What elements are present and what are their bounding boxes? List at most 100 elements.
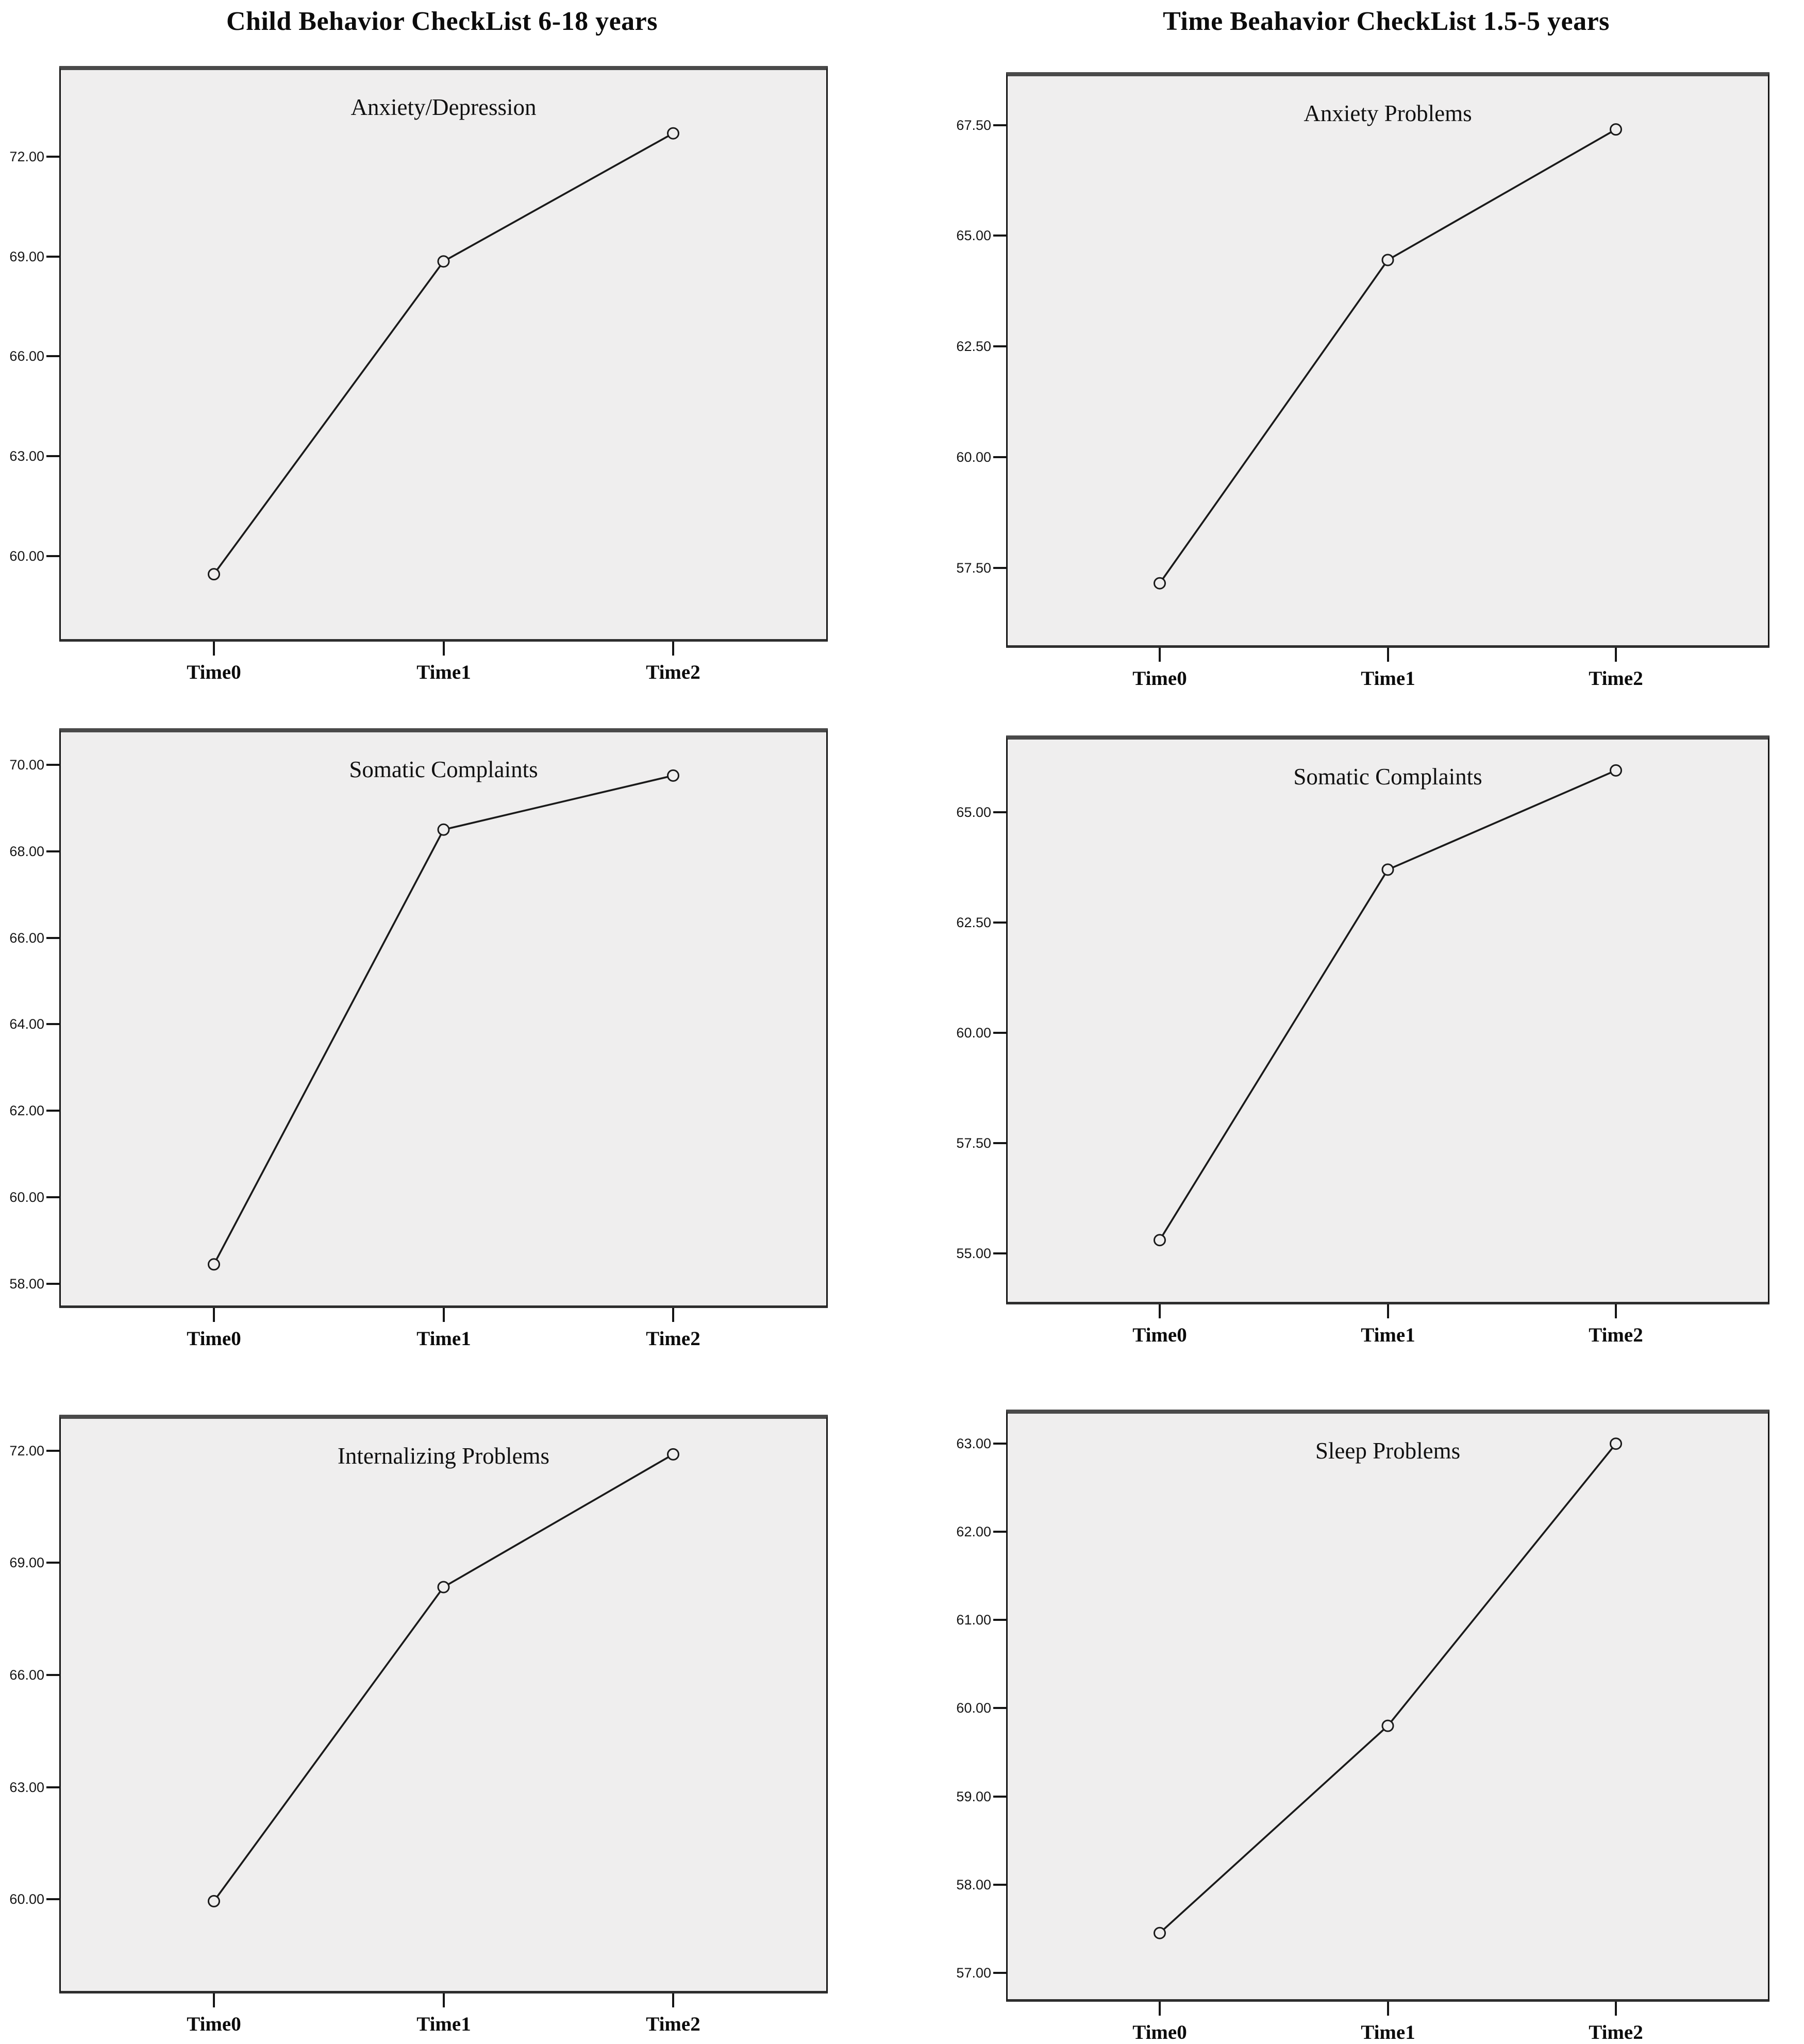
y-axis-tick xyxy=(993,1443,1006,1445)
figure-column-right: Time Beahavior CheckList 1.5-5 years Anx… xyxy=(902,0,1804,2043)
tbcl-anxiety-problems-panel: Anxiety Problems 57.50 60.00 62.50 65.00 67.5… xyxy=(956,72,1769,690)
figure-column-left: Child Behavior CheckList 6-18 years Anxi… xyxy=(0,0,902,2035)
y-axis-tick xyxy=(993,345,1006,347)
tbcl-anxiety-problems-plot-area: Anxiety Problems 57.50 60.00 62.50 65.00 67.5… xyxy=(956,72,1769,690)
y-axis-tick xyxy=(993,234,1006,237)
y-axis-tick xyxy=(46,1898,59,1900)
y-tick-label: 60.00 xyxy=(9,548,44,564)
x-axis-label: Time0 xyxy=(187,2013,241,2035)
y-tick-label: 67.50 xyxy=(956,118,991,133)
y-tick-label: 66.00 xyxy=(9,930,44,946)
data-point-marker-time1 xyxy=(1381,254,1394,266)
y-axis-tick xyxy=(993,567,1006,569)
y-tick-label: 62.50 xyxy=(956,339,991,354)
data-point-marker-time1 xyxy=(437,1581,450,1594)
x-axis-tick xyxy=(443,1308,445,1322)
x-axis-tick xyxy=(1615,1304,1617,1318)
y-tick-label: 57.00 xyxy=(956,1965,991,1981)
x-axis-label: Time1 xyxy=(416,1328,471,1350)
data-point-marker-time2 xyxy=(667,769,679,782)
y-tick-label: 72.00 xyxy=(9,1443,44,1459)
cbcl-somatic-complaints-plot-area: Somatic Complaints 58.00 60.00 62.00 64.00 66… xyxy=(9,728,828,1350)
series-line xyxy=(1159,1443,1617,1934)
x-axis-tick xyxy=(213,1308,215,1322)
x-axis-tick xyxy=(443,642,445,656)
data-point-marker-time1 xyxy=(437,823,450,836)
y-axis-tick xyxy=(46,1674,59,1676)
x-axis-tick xyxy=(443,1993,445,2007)
y-axis-tick xyxy=(46,455,59,457)
y-axis-tick xyxy=(46,1023,59,1025)
chart-title: Somatic Complaints xyxy=(1293,764,1482,790)
y-tick-label: 60.00 xyxy=(956,1025,991,1041)
y-tick-label: 66.00 xyxy=(9,1667,44,1683)
cbcl-internalizing-problems-series-svg xyxy=(208,1448,679,1907)
series-line xyxy=(213,775,674,1265)
y-tick-label: 58.00 xyxy=(9,1276,44,1292)
x-axis-label: Time1 xyxy=(1361,1324,1415,1346)
y-axis-tick xyxy=(993,1972,1006,1974)
x-axis-tick xyxy=(213,642,215,656)
y-tick-label: 62.50 xyxy=(956,915,991,930)
series-line xyxy=(213,1453,674,1902)
y-tick-label: 66.00 xyxy=(9,348,44,364)
y-axis-tick xyxy=(993,1032,1006,1034)
data-point-marker-time0 xyxy=(1154,1234,1166,1247)
y-axis-tick xyxy=(46,1562,59,1564)
x-axis-tick xyxy=(1387,1304,1389,1318)
x-axis-tick xyxy=(672,1993,674,2007)
x-axis-label: Time0 xyxy=(187,661,241,683)
y-tick-label: 65.00 xyxy=(956,805,991,820)
y-tick-label: 61.00 xyxy=(956,1612,991,1628)
cbcl-internalizing-problems-plot-area: Internalizing Problems 60.00 63.00 66.00 69.… xyxy=(9,1415,828,2035)
cbcl-anxiety-depression-panel: Anxiety/Depression 60.00 63.00 66.00 69.00 72… xyxy=(9,66,828,683)
cbcl-somatic-complaints-panel: Somatic Complaints 58.00 60.00 62.00 64.00 66… xyxy=(9,728,828,1350)
x-axis-label: Time1 xyxy=(1361,667,1415,690)
x-axis-label: Time0 xyxy=(1132,667,1187,690)
tbcl-sleep-problems-panel: Sleep Problems 57.00 58.00 59.00 60.00 61.00 6… xyxy=(956,1410,1769,2043)
y-tick-label: 62.00 xyxy=(956,1524,991,1539)
x-axis-tick xyxy=(672,1308,674,1322)
x-axis-label: Time2 xyxy=(1589,2021,1643,2043)
y-tick-label: 68.00 xyxy=(9,844,44,859)
tbcl-sleep-problems-plot-area: Sleep Problems 57.00 58.00 59.00 60.00 61.00 6… xyxy=(956,1410,1769,2043)
x-axis-tick xyxy=(1615,2002,1617,2016)
tbcl-somatic-complaints-plot-area: Somatic Complaints 55.00 57.50 60.00 62.50 65… xyxy=(956,735,1769,1346)
tbcl-sleep-problems-series-svg xyxy=(1154,1437,1622,1939)
data-point-marker-time2 xyxy=(667,1448,679,1461)
x-axis-label: Time2 xyxy=(1589,667,1643,690)
series-line xyxy=(1159,128,1616,584)
chart-title: Internalizing Problems xyxy=(337,1443,550,1469)
x-axis-label: Time2 xyxy=(646,1328,700,1350)
series-line xyxy=(1159,769,1616,1241)
y-tick-label: 63.00 xyxy=(956,1436,991,1451)
data-point-marker-time0 xyxy=(208,1258,220,1271)
y-axis-tick xyxy=(993,1142,1006,1144)
y-axis-tick xyxy=(46,1196,59,1198)
x-axis-label: Time0 xyxy=(187,1328,241,1350)
x-axis-tick xyxy=(672,642,674,656)
y-axis-tick xyxy=(46,1283,59,1285)
chart-title: Anxiety/Depression xyxy=(350,94,537,120)
x-axis-label: Time1 xyxy=(1361,2021,1415,2043)
x-axis-label: Time2 xyxy=(646,661,700,683)
x-axis-tick xyxy=(1159,1304,1161,1318)
data-point-marker-time2 xyxy=(1610,123,1622,136)
y-axis-tick xyxy=(993,124,1006,126)
data-point-marker-time0 xyxy=(1154,577,1166,590)
y-tick-label: 63.00 xyxy=(9,448,44,464)
cbcl-internalizing-problems-panel: Internalizing Problems 60.00 63.00 66.00 69.… xyxy=(9,1415,828,2035)
x-axis-label: Time1 xyxy=(416,661,471,683)
y-tick-label: 62.00 xyxy=(9,1103,44,1118)
y-axis-tick xyxy=(46,256,59,258)
y-tick-label: 64.00 xyxy=(9,1016,44,1032)
x-axis-tick xyxy=(1387,648,1389,662)
cbcl-anxiety-depression-series-svg xyxy=(208,127,679,581)
y-tick-label: 55.00 xyxy=(956,1246,991,1261)
x-axis-tick xyxy=(1387,2002,1389,2016)
y-axis-tick xyxy=(46,355,59,357)
figure-title-left: Child Behavior CheckList 6-18 years xyxy=(226,7,658,36)
data-point-marker-time2 xyxy=(667,127,679,140)
data-point-marker-time2 xyxy=(1610,764,1622,777)
